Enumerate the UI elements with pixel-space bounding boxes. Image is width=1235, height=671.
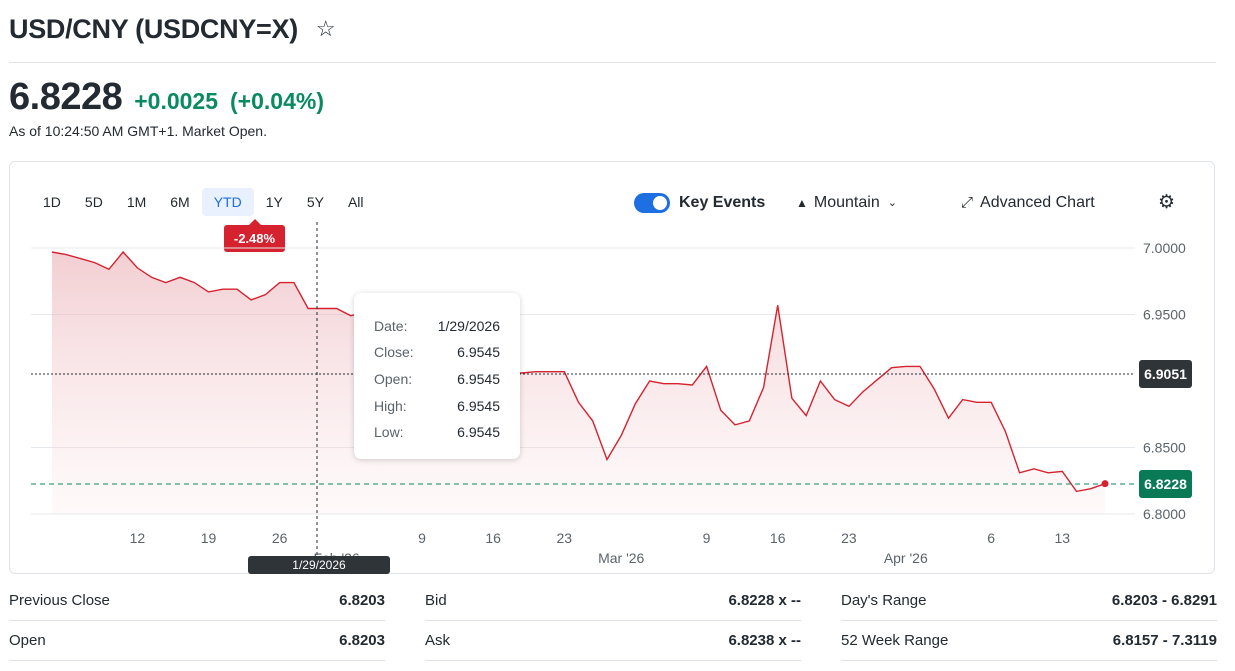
ytd-change-badge: -2.48% [224,219,285,252]
tooltip-close-label: Close: [374,344,414,360]
x-tick-label: Mar '26 [598,550,644,566]
y-tick-label: 6.9500 [1143,307,1186,323]
chart-type-dropdown[interactable]: ▲ Mountain ⌄ [796,193,897,213]
range-tab-1y[interactable]: 1Y [265,194,283,210]
chart-tooltip: Date: 1/29/2026 Close: 6.9545 Open: 6.9545 … [354,293,520,459]
y-tick-label: 6.8000 [1143,506,1186,522]
star-icon[interactable]: ☆ [315,16,336,41]
range-tab-1d[interactable]: 1D [43,194,61,210]
header-divider [9,62,1216,63]
tooltip-close-row: Close: 6.9545 [374,344,500,360]
tooltip-low-label: Low: [374,424,404,440]
stat-label: Previous Close [9,592,110,609]
x-tick-label: 9 [418,530,426,546]
tooltip-date-value: 1/29/2026 [437,318,500,334]
price-line [51,250,1106,493]
x-tick-label: 13 [1055,530,1071,546]
stat-label: Ask [425,632,451,649]
stat-label: Day's Range [841,592,927,609]
stat-value: 6.8203 [339,592,385,609]
tooltip-low-row: Low: 6.9545 [374,424,500,440]
current-price-tag: 6.8228 [1139,470,1192,498]
market-status: As of 10:24:50 AM GMT+1. Market Open. [9,123,267,139]
advanced-chart-label: Advanced Chart [980,194,1095,211]
x-tick-label: 26 [272,530,288,546]
chevron-down-icon: ⌄ [887,197,897,209]
mountain-icon: ▲ [796,196,808,210]
stat-divider [9,660,385,661]
last-price-dot [1101,480,1109,488]
range-tab-ytd[interactable]: YTD [201,188,254,216]
price-change-percent: (+0.04%) [230,88,324,114]
key-events-label[interactable]: Key Events [679,194,766,211]
y-tick-label: 6.8500 [1143,440,1186,456]
stat-value: 6.8203 - 6.8291 [1111,592,1217,609]
stat-divider [841,660,1217,661]
stat-value: 6.8228 x -- [728,592,801,609]
stat-value: 6.8203 [339,632,385,649]
price-change: +0.0025 [134,88,219,114]
gear-icon[interactable]: ⚙ [1158,192,1176,213]
tooltip-open-row: Open: 6.9545 [374,371,500,387]
range-tab-6m[interactable]: 6M [170,194,190,210]
y-tick-label: 7.0000 [1143,240,1186,256]
tooltip-date-row: Date: 1/29/2026 [374,318,500,334]
tooltip-high-row: High: 6.9545 [374,398,500,414]
tooltip-open-label: Open: [374,371,413,387]
expand-icon: ⤢ [961,194,974,211]
range-tab-5y[interactable]: 5Y [306,194,324,210]
tooltip-open-value: 6.9545 [457,371,500,387]
x-tick-label: 23 [556,530,572,546]
page-title: USD/CNY (USDCNY=X) [9,13,298,44]
range-tab-all[interactable]: All [347,194,364,210]
x-tick-label: 23 [841,530,857,546]
price-row: 6.8228 +0.0025 (+0.04%) [9,76,324,119]
crosshair-price-tag: 6.9051 [1139,360,1192,388]
stat-value: 6.8238 x -- [728,632,801,649]
quote-header: USD/CNY (USDCNY=X) ☆ [9,12,336,46]
advanced-chart-button[interactable]: ⤢ Advanced Chart [961,193,1095,213]
range-tabs: 1D 5D 1M 6M YTD 1Y 5Y All [31,188,376,216]
x-tick-label: 16 [485,530,501,546]
stat-divider [9,620,385,621]
tooltip-low-value: 6.9545 [457,424,500,440]
stat-divider [425,620,801,621]
key-events-toggle[interactable] [634,193,670,213]
x-tick-label: 19 [201,530,217,546]
stat-value: 6.8157 - 7.3119 [1112,632,1217,649]
x-tick-label: 6 [987,530,995,546]
stat-divider [425,660,801,661]
stat-divider [841,620,1217,621]
x-tick-label: Apr '26 [884,550,928,566]
stat-label: Bid [425,592,447,609]
price-area [52,252,1105,514]
stat-label: Open [9,632,46,649]
x-tick-label: 12 [130,530,146,546]
x-tick-label: 9 [703,530,711,546]
stat-label: 52 Week Range [841,632,949,649]
tooltip-high-value: 6.9545 [457,398,500,414]
chart-card [9,161,1215,574]
tooltip-close-value: 6.9545 [457,344,500,360]
chart-type-label: Mountain [813,194,880,211]
current-price: 6.8228 [9,76,123,118]
tooltip-high-label: High: [374,398,407,414]
tooltip-date-label: Date: [374,318,408,334]
range-tab-1m[interactable]: 1M [126,194,147,210]
toggle-knob [653,196,667,210]
crosshair-date-tag: 1/29/2026 [248,556,390,574]
x-tick-label: 16 [770,530,786,546]
range-tab-5d[interactable]: 5D [84,194,103,210]
